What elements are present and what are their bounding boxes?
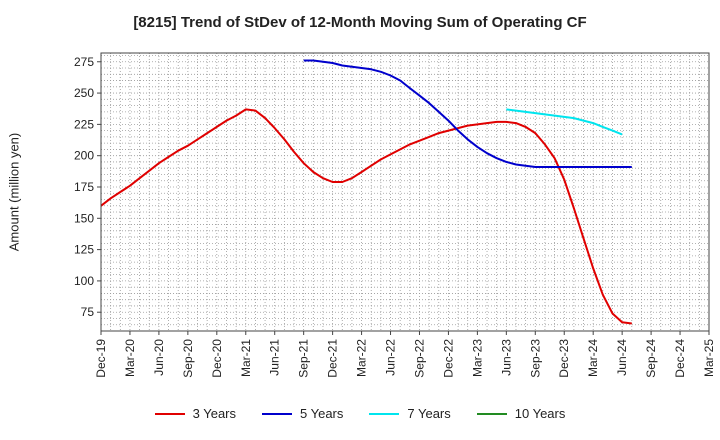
legend-swatch-10-years bbox=[476, 412, 507, 415]
legend-label-3-years: 3 Years bbox=[192, 406, 236, 421]
legend-swatch-7-years bbox=[369, 412, 400, 415]
y-tick-label: 175 bbox=[74, 180, 94, 194]
legend: 3 Years 5 Years 7 Years 10 Years bbox=[0, 406, 720, 421]
x-tick-label: Jun-22 bbox=[384, 339, 398, 376]
y-tick-label: 250 bbox=[74, 86, 94, 100]
x-tick-label: Dec-24 bbox=[673, 339, 687, 378]
legend-item-3-years: 3 Years bbox=[154, 406, 236, 421]
series-layer bbox=[100, 59, 632, 325]
legend-label-10-years: 10 Years bbox=[514, 406, 566, 421]
y-tick-label: 200 bbox=[74, 149, 94, 163]
x-tick-label: Dec-20 bbox=[210, 339, 224, 378]
x-tick-label: Mar-24 bbox=[586, 339, 600, 377]
y-tick-label: 100 bbox=[74, 274, 94, 288]
x-tick-label: Sep-21 bbox=[297, 339, 311, 378]
axis-layer: 75 100 125 150 175 200 225 250 275 Dec-19 Mar-20 Ju… bbox=[74, 52, 716, 378]
x-tick-label: Mar-21 bbox=[239, 339, 253, 377]
x-tick-label: Jun-20 bbox=[152, 339, 166, 376]
x-tick-label: Dec-22 bbox=[441, 339, 455, 378]
x-tick-label: Dec-19 bbox=[94, 339, 108, 378]
x-tick-label: Jun-24 bbox=[615, 339, 629, 376]
legend-item-5-years: 5 Years bbox=[262, 406, 343, 421]
x-tick-label: Dec-21 bbox=[326, 339, 340, 378]
x-tick-label: Mar-20 bbox=[123, 339, 137, 377]
series-line-7-years bbox=[506, 108, 623, 136]
x-tick-label: Dec-23 bbox=[557, 339, 571, 378]
legend-swatch-3-years bbox=[154, 412, 185, 415]
legend-label-5-years: 5 Years bbox=[300, 406, 344, 421]
legend-label-7-years: 7 Years bbox=[407, 406, 451, 421]
y-tick-label: 275 bbox=[74, 55, 94, 69]
series-line-3-years bbox=[100, 108, 632, 325]
y-tick-label: 75 bbox=[81, 305, 95, 319]
y-tick-label: 125 bbox=[74, 243, 94, 257]
x-tick-label: Sep-23 bbox=[528, 339, 542, 378]
legend-item-10-years: 10 Years bbox=[476, 406, 566, 421]
legend-item-7-years: 7 Years bbox=[369, 406, 451, 421]
grid-layer bbox=[100, 53, 710, 331]
y-tick-label: 150 bbox=[74, 211, 94, 225]
x-tick-label: Sep-24 bbox=[644, 339, 658, 378]
x-tick-label: Mar-25 bbox=[702, 339, 716, 377]
x-tick-label: Mar-23 bbox=[470, 339, 484, 377]
plot-frame bbox=[100, 52, 710, 332]
chart-title: [8215] Trend of StDev of 12-Month Moving… bbox=[133, 14, 587, 31]
y-tick-label: 225 bbox=[74, 117, 94, 131]
x-tick-label: Jun-21 bbox=[268, 339, 282, 376]
x-tick-label: Mar-22 bbox=[355, 339, 369, 377]
x-tick-label: Jun-23 bbox=[499, 339, 513, 376]
x-tick-label: Sep-20 bbox=[181, 339, 195, 378]
legend-swatch-5-years bbox=[262, 412, 292, 415]
x-tick-label: Sep-22 bbox=[412, 339, 426, 378]
series-line-5-years bbox=[303, 59, 632, 168]
